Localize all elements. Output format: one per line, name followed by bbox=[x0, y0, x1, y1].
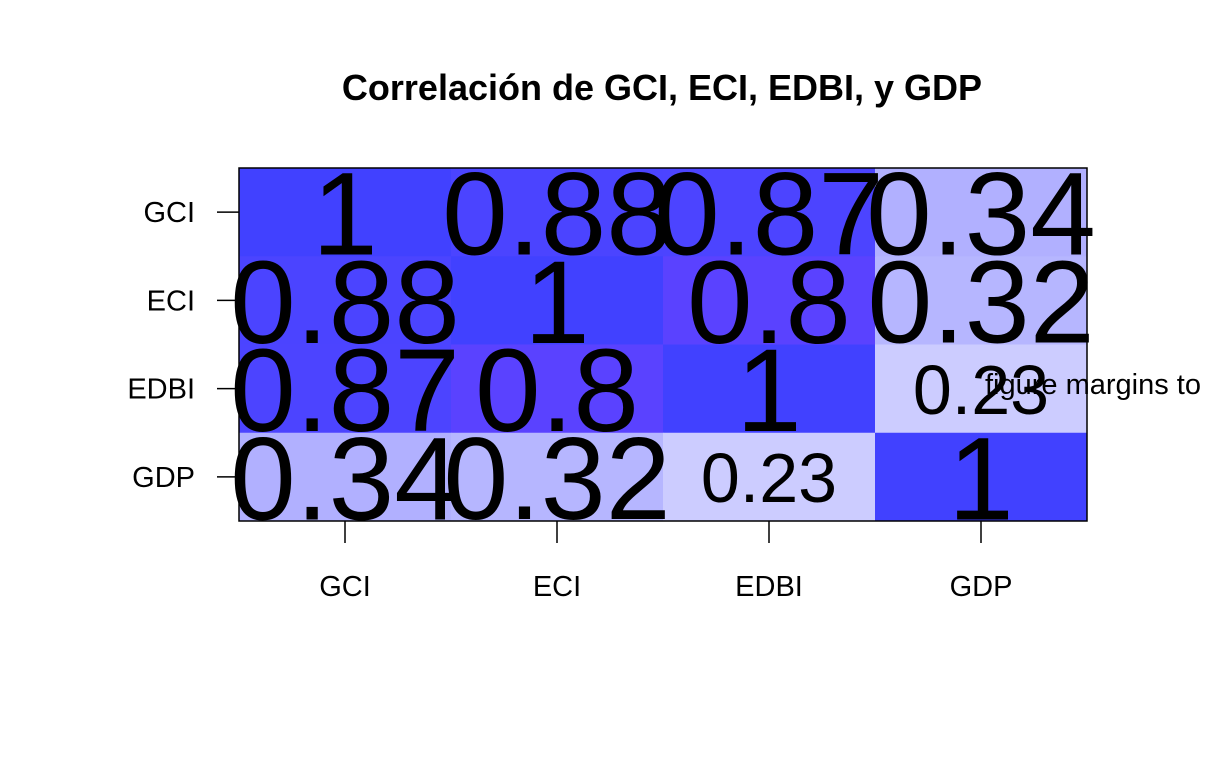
plot-frame bbox=[238, 167, 1088, 522]
cell-label: 0.8 bbox=[687, 237, 851, 369]
x-tick-label: GCI bbox=[319, 571, 371, 603]
cell bbox=[451, 256, 664, 345]
cell-label: 0.87 bbox=[230, 325, 460, 457]
cells bbox=[239, 168, 1088, 522]
y-tick-label: EDBI bbox=[127, 374, 195, 406]
cell bbox=[875, 432, 1088, 522]
y-tick-label: ECI bbox=[147, 285, 195, 317]
cell bbox=[663, 168, 876, 257]
cell bbox=[451, 344, 664, 434]
cell-label: 0.88 bbox=[230, 237, 460, 369]
x-tick-label: GDP bbox=[950, 571, 1013, 603]
cell bbox=[663, 432, 876, 522]
cell bbox=[875, 344, 1088, 434]
x-tick-label: ECI bbox=[533, 571, 581, 603]
cell bbox=[875, 256, 1088, 345]
cell-label: 1 bbox=[524, 237, 590, 369]
cell bbox=[239, 432, 452, 522]
y-tick-label: GCI bbox=[143, 197, 195, 229]
x-tick-label: EDBI bbox=[735, 571, 803, 603]
annotation: figure margins to bbox=[985, 369, 1201, 401]
cell-label: 0.32 bbox=[867, 236, 1094, 367]
cell-label: 1 bbox=[736, 325, 802, 457]
cell-label: 0.23 bbox=[913, 351, 1049, 429]
cell-label: 0.23 bbox=[701, 439, 837, 517]
axes: GCI ECI EDBI GDP GCI ECI EDBI GDP bbox=[127, 197, 1012, 603]
cell-label: 0.34 bbox=[866, 149, 1096, 281]
y-tick-label: GDP bbox=[132, 462, 195, 494]
cell bbox=[875, 168, 1088, 257]
cell bbox=[239, 344, 452, 434]
cell bbox=[239, 256, 452, 345]
cell-label: 0.87 bbox=[654, 149, 884, 281]
cell-label: 1 bbox=[312, 149, 378, 281]
cell-label: 0.8 bbox=[475, 325, 639, 457]
cell bbox=[451, 432, 664, 522]
cell bbox=[239, 168, 452, 257]
cell-label: 0.88 bbox=[442, 149, 672, 281]
chart-title: Correlación de GCI, ECI, EDBI, y GDP bbox=[342, 67, 982, 108]
cell bbox=[451, 168, 664, 257]
cell bbox=[663, 344, 876, 434]
cell bbox=[663, 256, 876, 345]
